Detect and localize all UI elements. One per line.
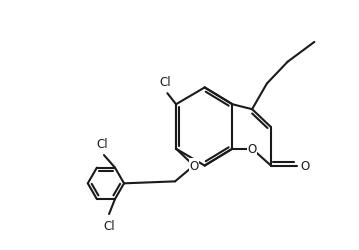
Text: Cl: Cl [160, 76, 171, 89]
Text: Cl: Cl [96, 137, 108, 150]
Text: Cl: Cl [103, 219, 115, 232]
Text: O: O [189, 160, 199, 172]
Text: O: O [300, 160, 310, 172]
Text: O: O [247, 143, 257, 156]
